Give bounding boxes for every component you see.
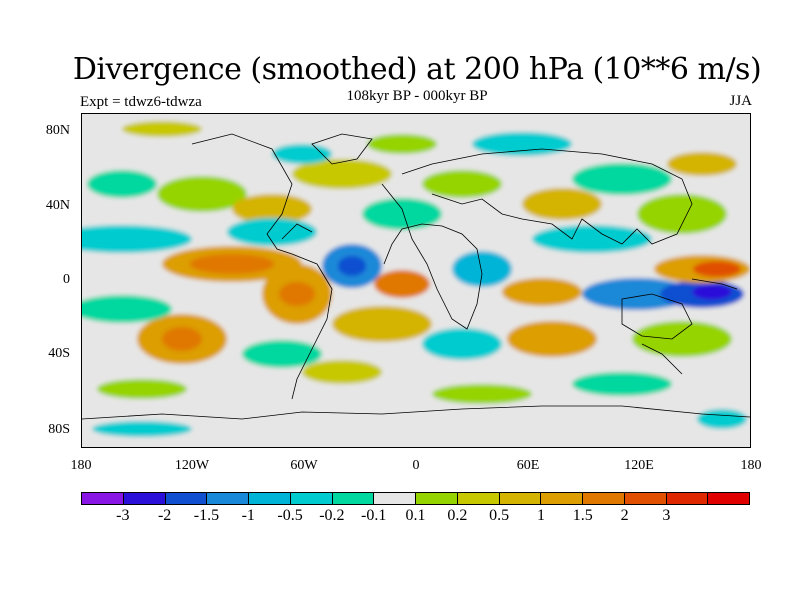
lon-label: 180 [70,458,92,473]
chart-subtitle: 108kyr BP - 000kyr BP [346,88,488,104]
colorbar-swatch [82,493,124,504]
colorbar-swatch [416,493,458,504]
colorbar-swatch [332,493,375,504]
colorbar-swatch [374,493,416,504]
colorbar-swatch [207,493,249,504]
colorbar-label: -0.2 [319,507,345,524]
lat-label: 40N [45,198,70,213]
chart-title: Divergence (smoothed) at 200 hPa (10**6 … [72,52,762,87]
colorbar-label: -1.5 [193,507,220,524]
colorbar-label: 0.1 [405,507,426,524]
colorbar-label: -1 [241,507,255,524]
colorbar-swatch [541,493,583,504]
lon-label: 60E [516,458,540,473]
colorbar-label: -0.1 [361,507,387,524]
colorbar-label: -2 [157,507,172,524]
colorbar-swatch [666,493,709,504]
colorbar-swatch [290,493,333,504]
colorbar-swatch [457,493,500,504]
colorbar-label: -3 [116,507,130,524]
colorbar-label: -0.5 [277,507,303,524]
colorbar-label: 3 [662,507,671,524]
lon-label: 180 [740,458,762,473]
lat-label: 0 [63,272,70,287]
season-label: JJA [729,93,752,109]
colorbar-label: 2 [620,507,629,524]
lon-label: 120E [624,458,654,473]
colorbar-label: 1.5 [572,507,593,524]
colorbar-swatch [249,493,291,504]
lat-label: 80S [48,422,70,437]
colorbar-label: 1 [536,507,545,524]
colorbar-swatch [165,493,208,504]
colorbar-label: 0.2 [447,507,468,524]
colorbar-swatch [123,493,166,504]
colorbar [81,492,750,505]
lat-label: 80N [45,123,70,138]
colorbar-swatch [708,493,749,504]
lon-label: 120W [174,458,210,473]
colorbar-swatch [583,493,625,504]
colorbar-swatch [624,493,667,504]
lon-label: 60W [290,458,318,473]
lon-label: 0 [412,458,420,473]
lat-label: 40S [48,346,70,361]
coastline-layer [82,133,750,420]
experiment-label: Expt = tdwz6-tdwza [80,94,202,110]
colorbar-swatch [499,493,542,504]
divergence-map [81,113,751,448]
colorbar-label: 0.5 [489,507,510,524]
contour-fill-layer [82,114,750,447]
